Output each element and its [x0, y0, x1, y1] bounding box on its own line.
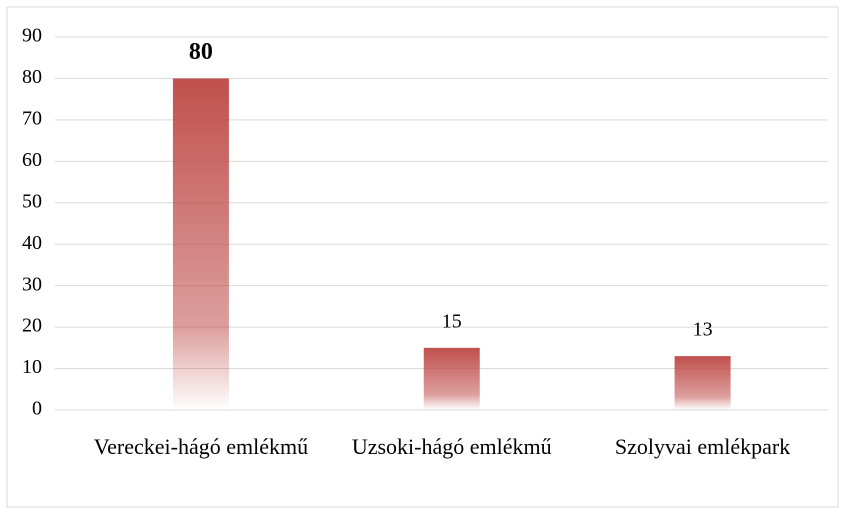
data-label: 80	[189, 39, 213, 65]
y-tick-label: 30	[22, 273, 42, 295]
y-tick-label: 60	[22, 149, 42, 171]
y-tick-label: 80	[22, 66, 42, 88]
y-tick-label: 50	[22, 190, 42, 212]
data-label: 13	[693, 319, 713, 341]
data-label: 15	[442, 310, 462, 332]
bar	[674, 356, 731, 410]
y-tick-label: 0	[32, 398, 42, 420]
y-tick-label: 20	[22, 315, 42, 337]
bar	[423, 347, 480, 410]
x-tick-label: Szolyvai emlékpark	[614, 434, 791, 459]
y-tick-label: 70	[22, 107, 42, 129]
y-tick-label: 40	[22, 232, 42, 254]
x-tick-label: Uzsoki-hágó emlékmű	[351, 434, 552, 459]
chart-border	[6, 6, 839, 508]
bar	[172, 78, 229, 410]
y-tick-label: 90	[22, 25, 42, 47]
y-tick-label: 10	[22, 356, 42, 378]
x-tick-label: Vereckei-hágó emlékmű	[93, 434, 309, 459]
